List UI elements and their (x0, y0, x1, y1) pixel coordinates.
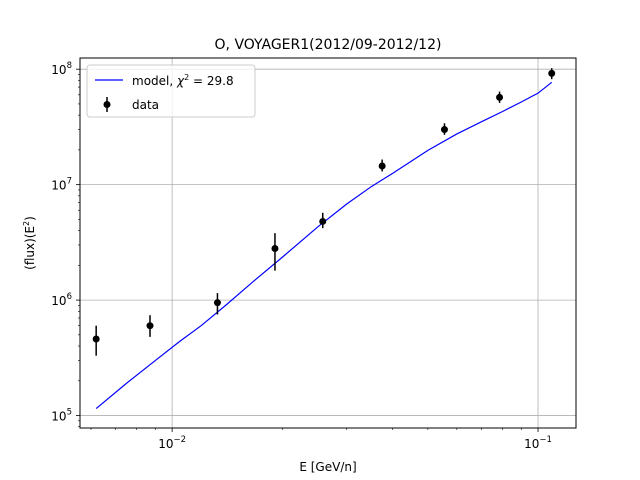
y-tick-label: 105 (51, 408, 72, 424)
y-tick-label-exp: 7 (67, 177, 72, 187)
data-point (319, 217, 327, 225)
y-tick-label: 107 (51, 177, 72, 193)
legend-model-rest: = 29.8 (189, 74, 233, 88)
y-tick-label-exp: 5 (67, 408, 72, 418)
y-tick-label-exp: 6 (67, 292, 72, 302)
plot-area (80, 58, 576, 428)
x-tick-label: 10−1 (524, 435, 552, 451)
y-axis-label-e2-sup: 2 (22, 221, 31, 226)
chart-title: O, VOYAGER1(2012/09-2012/12) (215, 37, 442, 53)
legend-model-chi-sup: 2 (184, 73, 189, 82)
y-tick-label-exp: 8 (67, 61, 72, 71)
x-tick-label-exp: −1 (539, 435, 552, 445)
legend-model-prefix: model, (132, 74, 177, 88)
legend: model, χ2 = 29.8 data (86, 64, 256, 118)
data-point (146, 322, 154, 330)
x-axis-label: E [GeV/n] (299, 460, 356, 474)
data-point (92, 335, 100, 343)
series-layer (92, 68, 556, 409)
y-tick-label-base: 10 (51, 294, 66, 308)
y-tick-label-base: 10 (51, 179, 66, 193)
x-tick-label-base: 10 (524, 437, 539, 451)
data-point (496, 93, 504, 101)
data-point (378, 162, 386, 170)
x-tick-label-base: 10 (158, 437, 173, 451)
data-point (440, 126, 448, 134)
data-point (213, 299, 221, 307)
legend-data-label: data (132, 98, 159, 112)
y-tick-label-base: 10 (51, 63, 66, 77)
y-axis-label-e2-close: ) (23, 216, 37, 221)
legend-model-chi: χ (176, 74, 185, 88)
legend-model-label: model, χ2 = 29.8 (132, 73, 234, 88)
model-line (95, 81, 553, 409)
x-tick-label-exp: −2 (174, 435, 187, 445)
plot-frame (79, 57, 577, 429)
y-tick-label: 106 (51, 292, 72, 308)
x-tick-label: 10−2 (158, 435, 186, 451)
y-axis-label: (flux)(E2) (22, 216, 37, 270)
y-tick-label-base: 10 (51, 410, 66, 424)
legend-data-marker (103, 101, 111, 108)
legend-box (86, 64, 256, 118)
y-axis-label-flux: (flux) (23, 238, 37, 270)
data-point (271, 244, 279, 252)
y-axis-label-e2: (E (23, 226, 37, 238)
data-point (548, 69, 556, 77)
y-tick-label: 108 (51, 61, 72, 77)
